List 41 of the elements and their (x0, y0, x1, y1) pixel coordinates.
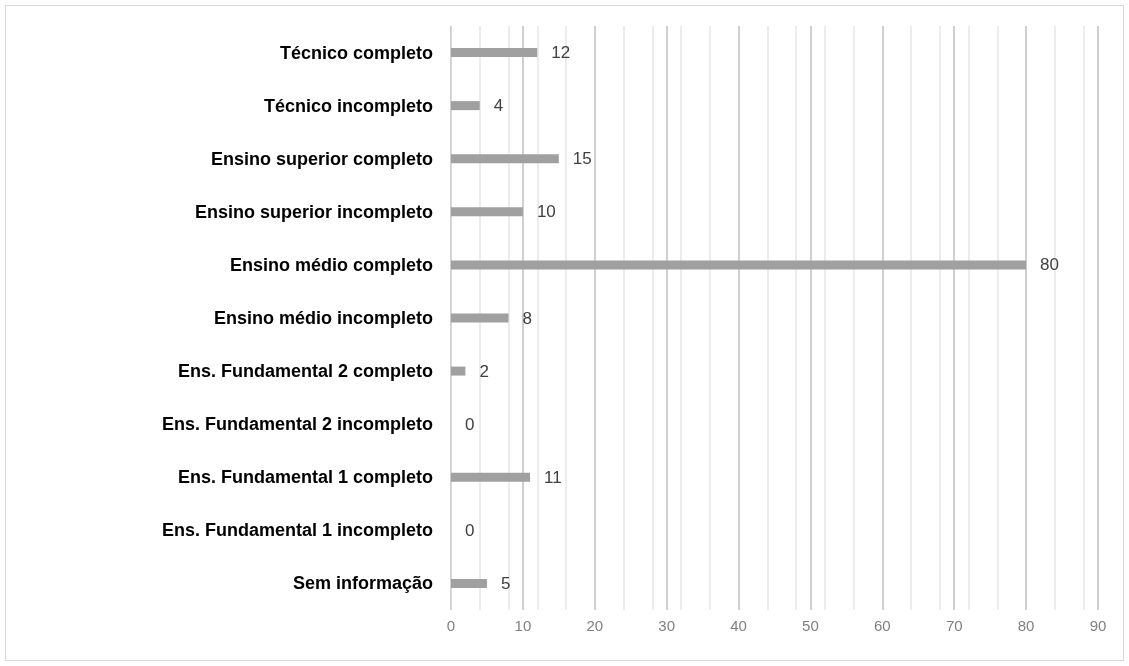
y-tick-label: Sem informação (292, 573, 433, 594)
data-label: 80 (1040, 255, 1060, 275)
data-label: 4 (493, 96, 504, 116)
x-tick-label: 10 (514, 617, 532, 634)
bar (451, 101, 480, 111)
y-tick-label: Ens. Fundamental 1 completo (177, 467, 433, 488)
data-label: 11 (544, 467, 562, 487)
data-label: 0 (465, 414, 475, 434)
y-tick-label: Ensino médio completo (229, 254, 433, 275)
data-label: 15 (572, 149, 592, 169)
y-tick-label: Ens. Fundamental 2 completo (177, 361, 433, 382)
bar (451, 48, 538, 58)
y-tick-label: Técnico completo (279, 42, 433, 63)
x-tick-label: 50 (802, 617, 819, 634)
bar (451, 154, 559, 164)
bar (451, 313, 509, 323)
y-tick-label: Ensino superior incompleto (194, 201, 433, 222)
y-tick-label: Ensino superior completo (210, 148, 433, 169)
data-label: 8 (522, 308, 532, 328)
data-label: 5 (500, 573, 511, 593)
x-tick-label: 70 (945, 617, 963, 634)
data-label: 2 (479, 361, 489, 381)
y-tick-label: Técnico incompleto (263, 95, 433, 116)
data-label: 0 (465, 520, 475, 540)
data-label: 10 (536, 202, 556, 222)
x-tick-label: 60 (873, 617, 891, 634)
y-tick-label: Ens. Fundamental 2 incompleto (161, 414, 433, 435)
bar (451, 366, 466, 376)
data-label: 12 (551, 43, 571, 63)
x-tick-label: 20 (586, 617, 604, 634)
bar (451, 578, 487, 588)
y-tick-label: Ensino médio incompleto (213, 308, 433, 328)
bar (451, 472, 531, 482)
x-tick-label: 0 (446, 617, 456, 634)
bar (451, 260, 1027, 270)
x-tick-label: 40 (730, 617, 747, 634)
x-tick-label: 90 (1089, 617, 1107, 634)
x-tick-label: 30 (658, 617, 676, 634)
bar (451, 207, 523, 217)
y-tick-label: Ens. Fundamental 1 incompleto (161, 520, 433, 541)
x-tick-label: 80 (1017, 617, 1035, 634)
